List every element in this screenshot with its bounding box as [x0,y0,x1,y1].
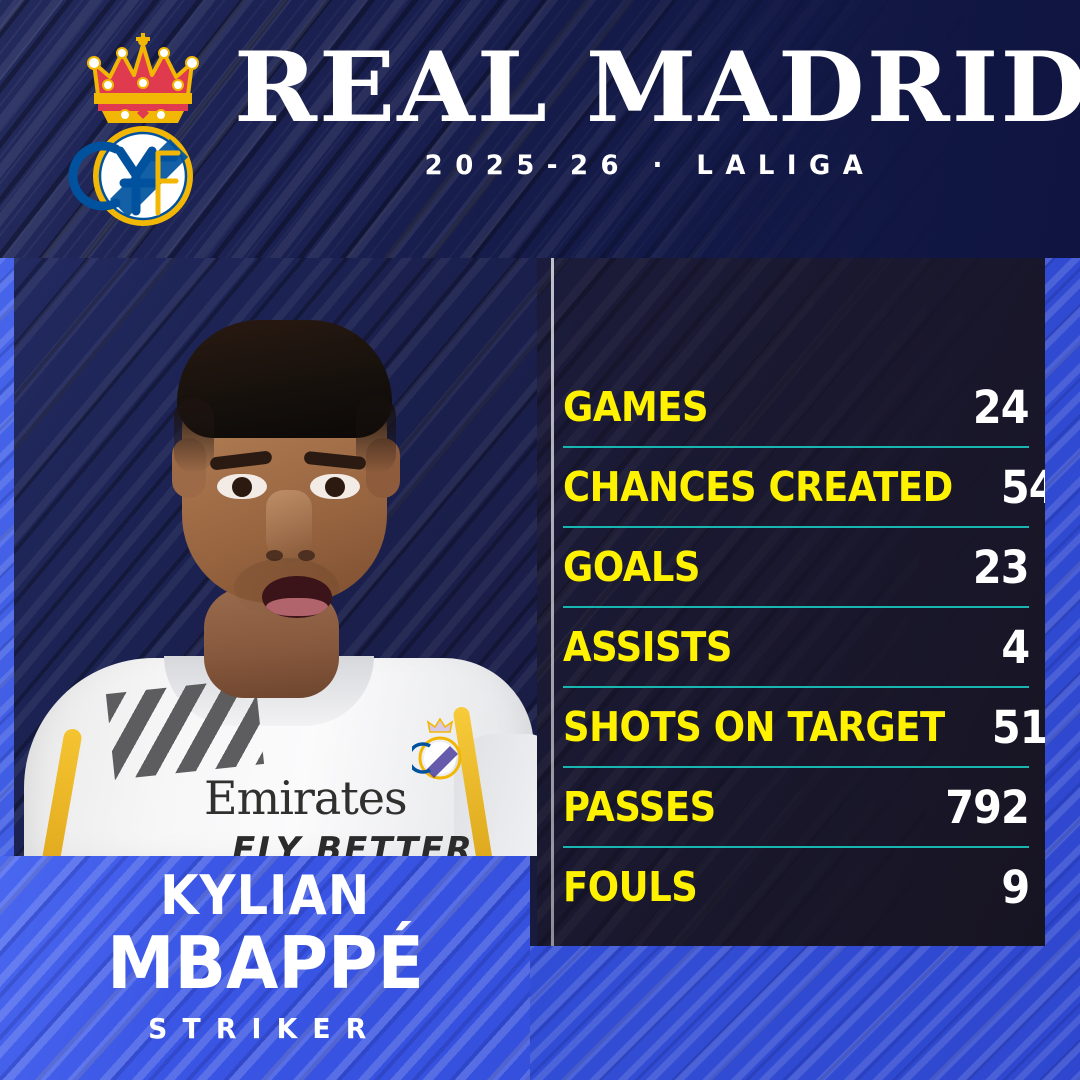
stat-value: 51 [991,700,1045,754]
player-first-name: KYLIAN [159,864,371,927]
stat-row: GOALS 23 [563,526,1030,606]
stats-list: GAMES 24 CHANCES CREATED 54 GOALS 23 ASS… [563,368,1045,926]
stat-row: ASSISTS 4 [563,606,1030,686]
stat-row: FOULS 9 [563,846,1030,926]
stat-value: 4 [1001,620,1030,674]
player-eye-right [310,474,360,499]
card-header: REAL MADRID 2025-26 · LALIGA [0,0,1080,258]
stat-value: 792 [945,780,1030,834]
stat-label: ASSISTS [563,623,732,671]
club-title: REAL MADRID [234,31,1080,144]
player-nostril-left [266,550,283,561]
stat-value: 9 [1001,860,1030,914]
jersey-sponsor-tagline: FLY BETTER [232,830,474,856]
header-stripe-texture [0,0,1080,258]
stat-value: 24 [973,380,1030,434]
stats-vertical-divider [551,258,554,946]
stat-label: SHOTS ON TARGET [563,703,945,751]
player-last-name: MBAPPÉ [106,921,424,1005]
player-nostril-right [298,550,315,561]
stat-label: FOULS [563,863,698,911]
stat-row: PASSES 792 [563,766,1030,846]
player-photo: Emirates FLY BETTER [14,258,537,856]
stat-label: PASSES [563,783,716,831]
jersey-sponsor-text: Emirates [204,771,408,825]
stats-stripe-texture [537,258,1045,946]
name-panel-stripe-texture [0,856,530,1080]
player-position: STRIKER [148,1012,382,1045]
player-name-panel: KYLIAN MBAPPÉ STRIKER [0,856,530,1080]
player-mouth [262,576,332,618]
header-dash-texture [0,0,1080,258]
stat-label: GAMES [563,383,709,431]
player-eye-left [217,474,267,499]
stats-pane: GAMES 24 CHANCES CREATED 54 GOALS 23 ASS… [537,258,1045,946]
header-title-block: REAL MADRID 2025-26 · LALIGA [234,40,1080,182]
season-competition-subtitle: 2025-26 · LALIGA [424,150,876,181]
stat-value: 54 [1000,460,1045,514]
stat-label: GOALS [563,543,701,591]
real-madrid-crest-icon [58,33,228,229]
stat-label: CHANCES CREATED [563,463,953,511]
jersey-crest-icon [407,716,468,782]
stat-row: CHANCES CREATED 54 [563,446,1045,526]
stat-value: 23 [973,540,1030,594]
player-hair-fade-left [174,398,214,473]
stat-row: SHOTS ON TARGET 51 [563,686,1045,766]
main-content-panel: Emirates FLY BETTER GAMES 24 CHANCES CRE… [14,258,1045,946]
stat-row: GAMES 24 [563,368,1030,446]
player-photo-pane: Emirates FLY BETTER [14,258,537,856]
